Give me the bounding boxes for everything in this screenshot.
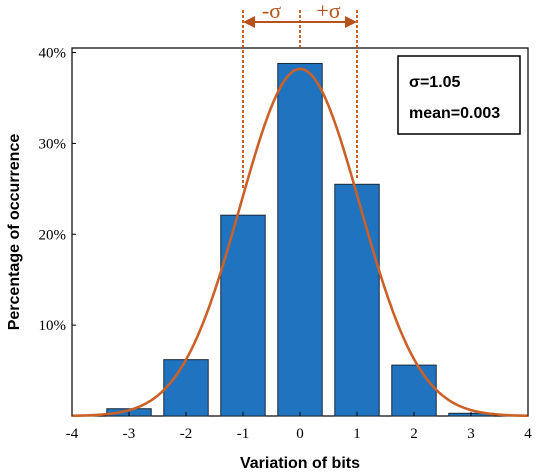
x-tick-label: 3 [467,426,475,442]
x-tick-label: -4 [66,426,79,442]
sigma-markers: -σ +σ [242,0,358,190]
x-tick-label: 0 [296,426,304,442]
x-axis-title: Variation of bits [240,455,360,472]
x-tick-label: 2 [410,426,418,442]
y-tick-label: 40% [39,46,67,62]
x-tick-label: 1 [353,426,361,442]
y-tick-label: 20% [39,227,67,243]
fit-curve [71,67,529,418]
x-tick-label: -2 [180,426,193,442]
minus-sigma-label: -σ [262,0,281,23]
bar-2 [391,364,437,417]
x-tick-label: -3 [123,426,136,442]
y-ticks: 10% 20% 30% 40% [39,46,76,334]
stats-sigma: σ=1.05 [409,74,461,91]
stats-mean: mean=0.003 [409,105,500,122]
bars [106,62,494,417]
y-tick-label: 30% [39,136,67,152]
fit-curve-layer [71,67,529,418]
stats-box-frame [397,55,521,135]
x-ticks: -4 -3 -2 -1 0 1 2 3 4 [66,412,532,442]
bar--2 [163,359,209,417]
stats-box: σ=1.05 mean=0.003 [397,55,521,135]
bar-0 [277,62,323,417]
x-tick-label: -1 [237,426,250,442]
plus-sigma-arrowhead [345,16,357,28]
bar--1 [220,214,266,417]
plus-sigma-label: +σ [316,0,340,23]
x-tick-label: 4 [524,426,532,442]
minus-sigma-arrowhead [243,16,255,28]
y-tick-label: 10% [39,318,67,334]
bar-1 [334,183,380,417]
y-axis-title: Percentage of occurrence [6,134,23,331]
